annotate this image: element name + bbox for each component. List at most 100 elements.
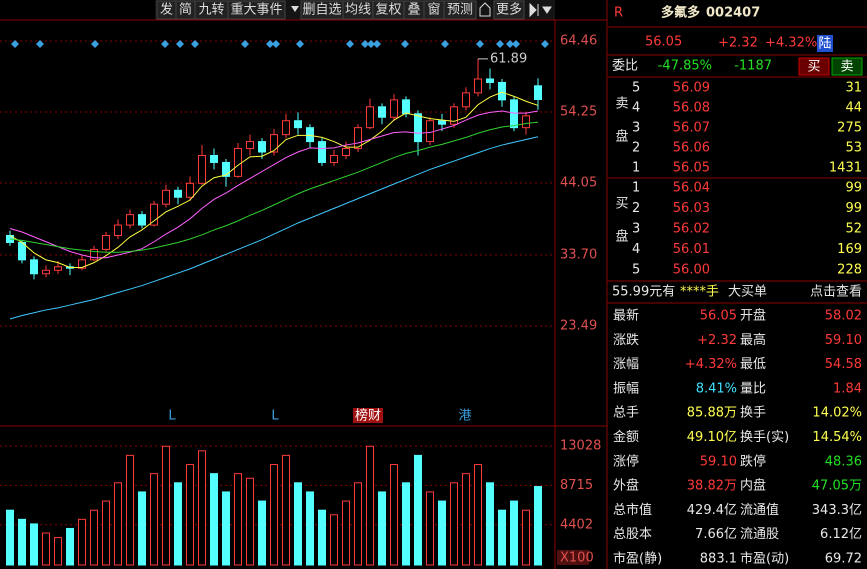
- event-marker[interactable]: [272, 40, 280, 48]
- book-volume: 228: [837, 263, 862, 278]
- event-marker[interactable]: [161, 40, 169, 48]
- book-level: 3: [632, 121, 640, 136]
- toolbar-button[interactable]: 均线: [345, 3, 371, 18]
- candle-body: [78, 259, 86, 269]
- toolbar-button[interactable]: 预测: [447, 3, 473, 18]
- candle-body: [402, 99, 410, 115]
- toolbar-button[interactable]: 复权: [375, 2, 401, 18]
- event-marker[interactable]: [91, 40, 99, 48]
- toolbar-button[interactable]: 九转: [198, 3, 224, 18]
- event-marker[interactable]: [401, 40, 409, 48]
- book-level: 5: [632, 81, 640, 96]
- volume-bar: [414, 454, 422, 566]
- order-ratio: -47.85%: [658, 59, 712, 74]
- icon-button[interactable]: [479, 2, 491, 17]
- stat-label: 流通值: [740, 502, 779, 518]
- candle-body: [30, 259, 38, 275]
- event-label[interactable]: L: [271, 409, 279, 424]
- dropdown-icon[interactable]: [291, 6, 299, 12]
- volume-bar: [354, 482, 362, 566]
- toolbar-button[interactable]: 重大事件: [230, 2, 282, 18]
- candle-body: [318, 141, 326, 163]
- toolbar-button-bg[interactable]: [443, 0, 477, 20]
- candle-body: [330, 155, 338, 163]
- stat-value: 58.02: [825, 309, 862, 324]
- candle-body: [474, 78, 482, 94]
- change-pct: +4.32%: [765, 36, 817, 51]
- toolbar-button[interactable]: 叠: [407, 3, 420, 18]
- stat-label: 最高: [740, 332, 766, 348]
- event-marker[interactable]: [11, 40, 19, 48]
- stat-value: +4.32%: [685, 357, 737, 372]
- candle-body: [498, 81, 506, 101]
- volume-bar: [150, 473, 158, 566]
- candle-body: [234, 148, 242, 177]
- big-order-link[interactable]: 点击查看: [810, 284, 862, 300]
- book-price: 56.01: [673, 242, 710, 257]
- candle-body: [186, 182, 194, 198]
- stock-code: 002407: [706, 6, 760, 21]
- book-price: 56.02: [673, 222, 710, 237]
- candle-body: [438, 120, 446, 125]
- candle-body: [102, 234, 110, 250]
- event-marker[interactable]: [296, 40, 304, 48]
- event-label[interactable]: 榜财: [355, 408, 381, 424]
- event-marker[interactable]: [496, 40, 504, 48]
- icon-button[interactable]: [529, 2, 552, 18]
- volume-bar: [222, 491, 230, 566]
- event-label[interactable]: L: [168, 409, 176, 424]
- book-level: 4: [632, 242, 640, 257]
- toolbar-button[interactable]: 简: [179, 2, 192, 18]
- buy-button-bg[interactable]: [798, 57, 830, 76]
- toolbar-button[interactable]: 窗: [427, 2, 440, 18]
- volume-bar: [342, 500, 350, 566]
- event-marker[interactable]: [441, 40, 449, 48]
- big-order: 55.99元有: [612, 285, 675, 300]
- stat-value: 7.66亿: [695, 527, 737, 542]
- stat-value: 429.4亿: [687, 503, 737, 518]
- sell-button[interactable]: 卖: [840, 60, 853, 75]
- stat-label: 内盘: [740, 478, 766, 494]
- toolbar-button-bg[interactable]: [493, 0, 525, 20]
- event-marker[interactable]: [266, 40, 274, 48]
- candle-body: [150, 203, 158, 226]
- volume-bar: [270, 464, 278, 566]
- event-marker[interactable]: [541, 40, 549, 48]
- stat-value: 48.36: [825, 454, 862, 469]
- toolbar-button[interactable]: 删自选: [302, 3, 341, 18]
- change: +2.32: [718, 36, 758, 51]
- toolbar-button-bg[interactable]: [227, 0, 286, 20]
- toolbar-button[interactable]: 发: [160, 2, 173, 18]
- event-marker[interactable]: [36, 40, 44, 48]
- volume-bar: [90, 509, 98, 566]
- event-marker[interactable]: [506, 40, 514, 48]
- stat-label: 最低: [740, 357, 766, 372]
- stat-value: 1.84: [833, 381, 862, 396]
- book-volume: 52: [845, 222, 862, 237]
- y-tick-label: 13028: [560, 439, 601, 454]
- event-marker[interactable]: [176, 40, 184, 48]
- event-label[interactable]: 港: [458, 409, 471, 424]
- event-bg: [353, 408, 383, 423]
- volume-bar: [282, 454, 290, 566]
- volume-bar: [66, 527, 74, 566]
- book-label: 卖盘: [613, 96, 629, 162]
- sell-button-bg[interactable]: [831, 57, 863, 76]
- moving-average: [9, 110, 539, 259]
- event-marker[interactable]: [476, 40, 484, 48]
- event-marker[interactable]: [512, 40, 520, 48]
- candle-body: [90, 248, 98, 261]
- buy-button[interactable]: 买: [807, 60, 820, 75]
- event-marker[interactable]: [361, 40, 369, 48]
- stat-label: 市盈(静): [613, 551, 662, 567]
- event-marker[interactable]: [367, 40, 375, 48]
- toolbar-button[interactable]: 更多: [496, 2, 522, 18]
- stat-label: 跌停: [740, 453, 766, 469]
- y-tick-label: 8715: [560, 478, 593, 493]
- event-marker[interactable]: [346, 40, 354, 48]
- event-marker[interactable]: [373, 40, 381, 48]
- stock-name: 多氟多: [661, 5, 700, 21]
- candle-body: [414, 113, 422, 143]
- event-marker[interactable]: [241, 40, 249, 48]
- event-marker[interactable]: [191, 40, 199, 48]
